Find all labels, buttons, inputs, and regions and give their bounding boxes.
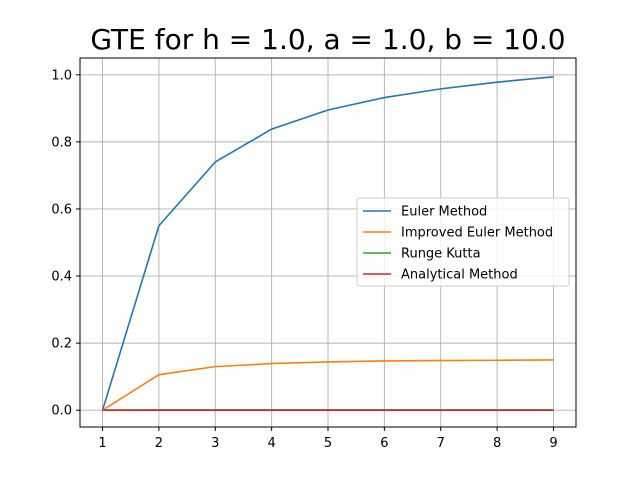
x-tick-label: 8	[493, 436, 501, 451]
series-line-euler-method	[101, 75, 554, 411]
legend-label: Analytical Method	[401, 268, 518, 283]
x-axis: 1 2 3 4 5 6 7 8 9	[98, 427, 558, 451]
x-tick-label: 4	[267, 436, 275, 451]
series-layer	[101, 75, 554, 412]
y-tick-label: 0.0	[51, 404, 72, 419]
y-tick-label: 1.0	[51, 68, 72, 83]
x-tick-label: 9	[549, 436, 557, 451]
x-tick-label: 2	[155, 436, 163, 451]
x-tick-label: 1	[98, 436, 106, 451]
x-tick-label: 3	[211, 436, 219, 451]
chart-title: GTE for h = 1.0, a = 1.0, b = 10.0	[90, 23, 565, 56]
legend: Euler Method Improved Euler Method Runge K…	[356, 197, 570, 287]
legend-label: Runge Kutta	[401, 247, 481, 262]
legend-label: Improved Euler Method	[401, 226, 553, 241]
legend-label: Euler Method	[401, 205, 487, 220]
x-tick-label: 5	[324, 436, 332, 451]
legend-box	[356, 197, 570, 287]
y-tick-label: 0.6	[51, 202, 72, 217]
y-tick-label: 0.8	[51, 135, 72, 150]
series-line-improved-euler-method	[102, 359, 554, 411]
x-tick-label: 7	[437, 436, 445, 451]
x-tick-label: 6	[380, 436, 388, 451]
y-axis: 0.0 0.2 0.4 0.6 0.8 1.0	[51, 68, 80, 419]
y-tick-label: 0.4	[51, 270, 72, 285]
y-tick-label: 0.2	[51, 337, 72, 352]
